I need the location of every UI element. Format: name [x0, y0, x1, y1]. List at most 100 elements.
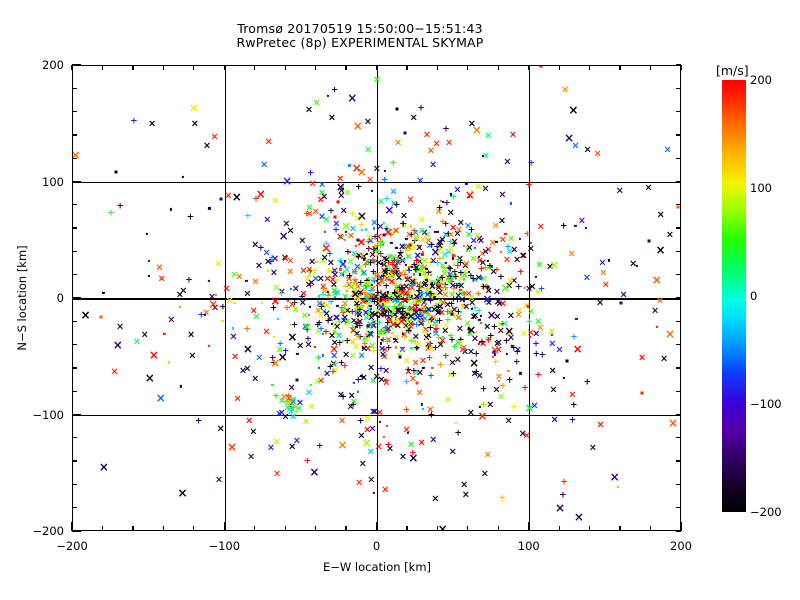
data-point-plus: +: [405, 304, 413, 315]
data-point-dot: [414, 289, 417, 292]
data-point-dot: [207, 344, 211, 347]
data-point-cross: ×: [337, 438, 348, 453]
data-point-cross: ×: [338, 305, 347, 317]
data-point-dot: [181, 175, 184, 178]
data-point-cross: ×: [400, 305, 409, 317]
data-point-cross: ×: [454, 312, 463, 324]
data-point-dot: [317, 295, 320, 298]
data-point-cross: ×: [342, 263, 351, 275]
data-point-dot: [379, 291, 382, 294]
data-point-cross: ×: [464, 229, 473, 241]
data-point-cross: ×: [225, 294, 234, 306]
data-point-cross: ×: [342, 317, 351, 329]
data-point-cross: ×: [286, 266, 295, 278]
data-point-cross: ×: [116, 321, 125, 333]
data-point-cross: ×: [571, 140, 580, 152]
data-point-dot: [403, 314, 406, 317]
data-point-plus: +: [422, 284, 430, 295]
data-point-cross: ×: [609, 470, 620, 485]
data-point-cross: ×: [434, 272, 443, 284]
data-point-plus: +: [521, 383, 529, 394]
data-point-dot: [360, 374, 363, 377]
data-point-cross: ×: [450, 271, 459, 283]
data-point-dot: [422, 367, 425, 370]
data-point-cross: ×: [285, 404, 294, 416]
data-point-cross: ×: [371, 244, 380, 256]
data-point-cross: ×: [463, 317, 472, 329]
data-point-plus: +: [332, 225, 340, 236]
data-point-cross: ×: [403, 323, 412, 335]
data-point-cross: ×: [366, 445, 375, 457]
data-point-cross: ×: [420, 266, 429, 278]
data-point-plus: +: [340, 361, 349, 372]
data-point-cross: ×: [577, 215, 586, 227]
data-point-cross: ×: [378, 343, 387, 355]
data-point-cross: ×: [379, 293, 388, 305]
data-point-cross: ×: [305, 202, 314, 214]
data-point-cross: ×: [425, 303, 434, 315]
data-point-cross: ×: [355, 308, 364, 320]
data-point-cross: ×: [424, 287, 433, 299]
data-point-cross: ×: [214, 258, 223, 270]
x-tick-major-top: [71, 65, 73, 70]
data-point-dot: [425, 337, 428, 340]
data-point-cross: ×: [436, 301, 445, 313]
data-point-dot: [398, 271, 402, 274]
data-point-cross: ×: [494, 336, 503, 348]
data-point-cross: ×: [519, 250, 528, 262]
data-point-plus: +: [505, 375, 514, 386]
data-point-cross: ×: [346, 401, 355, 413]
data-point-cross: ×: [533, 286, 542, 298]
data-point-plus: +: [185, 275, 193, 286]
data-point-cross: ×: [231, 190, 242, 205]
data-point-plus: +: [351, 286, 360, 297]
data-point-cross: ×: [454, 280, 463, 292]
data-point-cross: ×: [295, 397, 304, 409]
data-point-cross: ×: [456, 216, 465, 228]
y-tick-major: [72, 64, 81, 66]
data-point-plus: +: [353, 314, 362, 325]
data-point-dot: [373, 321, 376, 324]
data-point-cross: ×: [406, 318, 415, 330]
data-point-cross: ×: [366, 328, 375, 340]
data-point-plus: +: [381, 311, 390, 322]
data-point-dot: [563, 376, 566, 379]
data-point-cross: ×: [214, 474, 223, 486]
data-point-cross: ×: [282, 173, 293, 188]
data-point-cross: ×: [337, 269, 346, 281]
data-point-cross: ×: [335, 330, 344, 342]
data-point-cross: ×: [366, 291, 375, 303]
data-point-cross: ×: [434, 276, 443, 288]
data-point-cross: ×: [382, 221, 391, 233]
data-point-dot: [422, 407, 425, 410]
data-point-cross: ×: [353, 300, 362, 312]
data-point-dot: [385, 227, 388, 230]
data-point-dot: [468, 270, 471, 273]
data-point-plus: +: [276, 339, 284, 350]
data-point-plus: +: [432, 324, 440, 335]
data-point-cross: ×: [336, 231, 345, 243]
data-point-dot: [445, 287, 448, 290]
data-point-dot: [506, 352, 509, 355]
data-point-cross: ×: [333, 286, 342, 298]
data-point-plus: +: [422, 306, 430, 317]
data-point-dot: [441, 256, 444, 260]
data-point-dot: [208, 207, 211, 210]
data-point-cross: ×: [315, 297, 324, 309]
data-point-cross: ×: [420, 326, 429, 338]
data-point-dot: [428, 279, 432, 283]
data-point-dot: [450, 312, 454, 316]
data-point-cross: ×: [480, 280, 489, 292]
data-point-plus: +: [439, 217, 447, 228]
data-point-cross: ×: [400, 220, 409, 232]
data-point-plus: +: [472, 367, 481, 378]
data-point-dot: [384, 310, 387, 313]
data-point-cross: ×: [489, 265, 498, 277]
data-point-dot: [398, 355, 402, 359]
data-point-cross: ×: [380, 344, 389, 356]
data-point-plus: +: [383, 194, 391, 205]
data-point-cross: ×: [287, 382, 296, 394]
data-point-dot: [333, 330, 336, 333]
y-tick-major-right: [676, 64, 681, 66]
data-point-cross: ×: [460, 266, 469, 278]
